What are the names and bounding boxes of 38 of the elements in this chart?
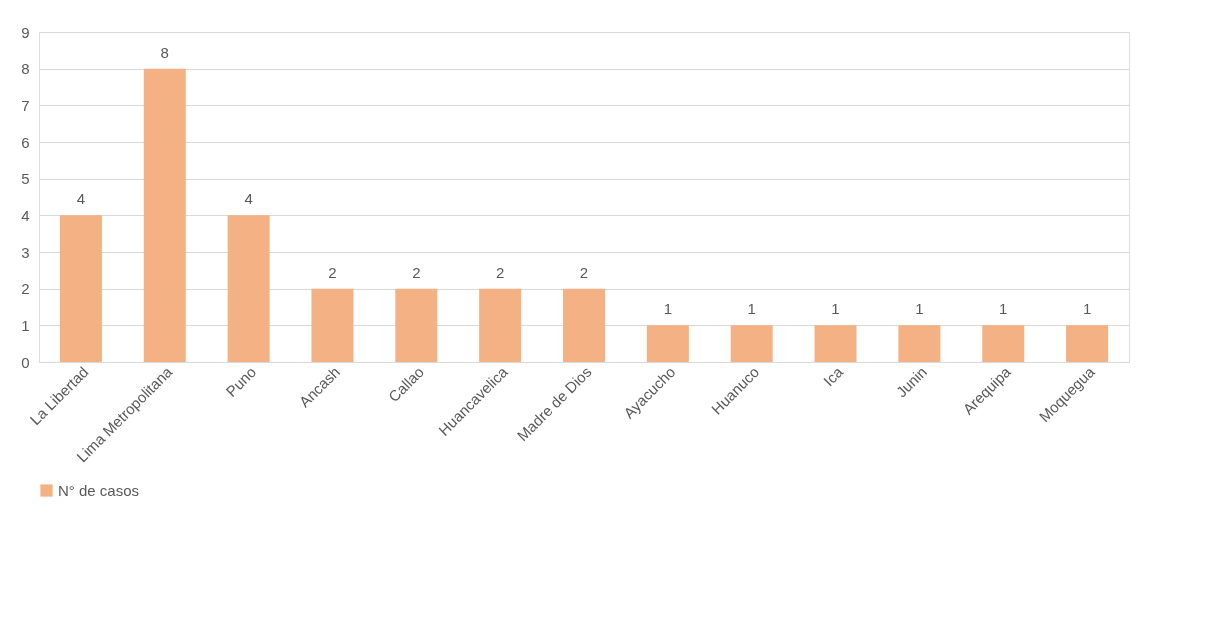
bar bbox=[982, 325, 1025, 362]
bar bbox=[814, 325, 857, 362]
y-tick-label: 8 bbox=[21, 60, 30, 78]
bar bbox=[227, 215, 270, 362]
bar bbox=[395, 288, 438, 362]
y-tick-label: 5 bbox=[21, 170, 30, 188]
bar bbox=[563, 288, 605, 362]
y-tick-label: 0 bbox=[21, 353, 30, 371]
data-label: 1 bbox=[747, 300, 756, 318]
legend-label: N° de casos bbox=[58, 481, 140, 499]
bar bbox=[730, 325, 773, 362]
x-tick-label: Ica bbox=[819, 362, 847, 390]
data-label: 1 bbox=[1082, 300, 1092, 318]
y-tick-label: 2 bbox=[21, 280, 30, 298]
bar bbox=[311, 288, 354, 362]
data-label: 8 bbox=[160, 43, 169, 61]
data-label: 2 bbox=[495, 263, 505, 281]
bar bbox=[1066, 325, 1109, 362]
data-label: 4 bbox=[244, 190, 253, 208]
bar bbox=[646, 325, 689, 362]
data-label: 1 bbox=[663, 300, 673, 318]
data-label: 2 bbox=[579, 263, 589, 281]
y-tick-label: 3 bbox=[21, 243, 30, 261]
bar bbox=[479, 288, 522, 362]
y-tick-label: 9 bbox=[21, 23, 30, 41]
data-label: 1 bbox=[831, 300, 840, 318]
data-label: 2 bbox=[328, 263, 337, 281]
data-label: 2 bbox=[412, 263, 421, 281]
y-tick-label: 1 bbox=[21, 316, 30, 334]
data-label: 1 bbox=[915, 300, 924, 318]
bar bbox=[59, 215, 102, 362]
y-tick-label: 4 bbox=[21, 206, 30, 224]
y-tick-label: 6 bbox=[21, 133, 30, 151]
y-tick-label: 7 bbox=[21, 96, 30, 114]
data-label: 4 bbox=[76, 190, 86, 208]
bar bbox=[143, 68, 186, 362]
bar bbox=[898, 325, 941, 362]
data-label: 1 bbox=[999, 300, 1008, 318]
